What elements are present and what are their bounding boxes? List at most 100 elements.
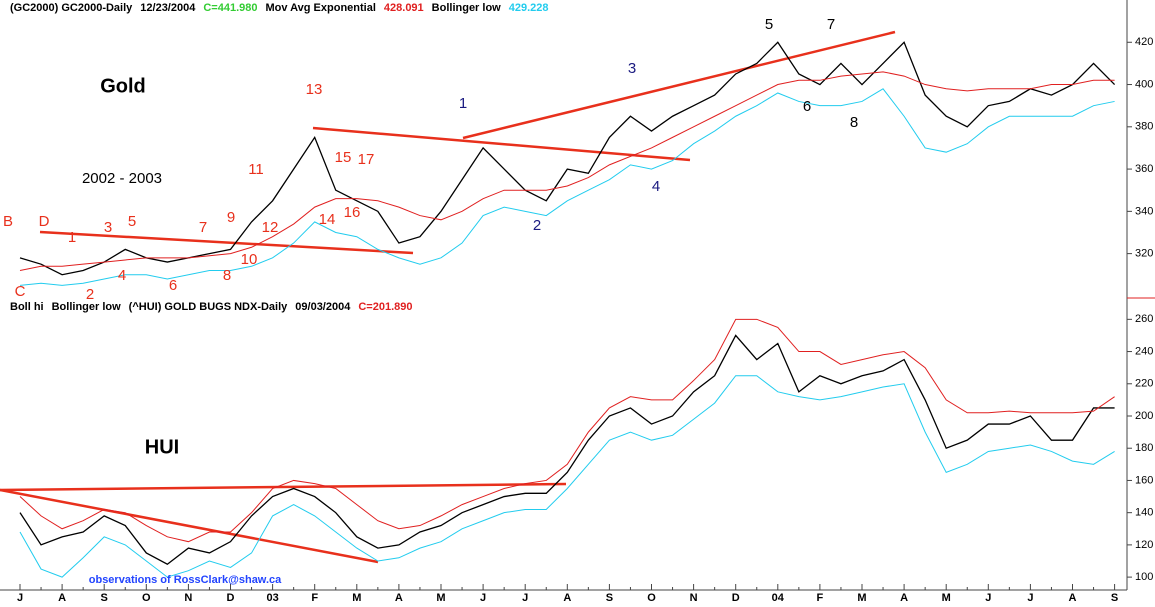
panel-header: Boll hi Bollinger low (^HUI) GOLD BUGS NDX…: [10, 301, 412, 313]
annotation: 8: [850, 114, 858, 131]
x-tick-label: J: [522, 592, 528, 604]
y-tick-label: 100: [1135, 571, 1153, 583]
trend-line: [0, 482, 567, 492]
annotation: 4: [118, 267, 126, 284]
annotation: 15: [335, 149, 352, 166]
annotation: 3: [628, 60, 636, 77]
y-tick-label: 340: [1135, 205, 1153, 217]
x-tick-label: 03: [266, 592, 278, 604]
annotation: 7: [827, 16, 835, 33]
annotation: 6: [169, 277, 177, 294]
header-item: Bollinger low: [52, 301, 122, 313]
y-tick-label: 400: [1135, 78, 1153, 90]
series-line: [19, 41, 1116, 276]
panel-header: (GC2000) GC2000-Daily 12/23/2004 C=441.980…: [10, 2, 549, 14]
y-tick-label: 320: [1135, 248, 1153, 260]
x-tick-label: M: [857, 592, 866, 604]
x-tick-label: M: [352, 592, 361, 604]
y-tick-label: 140: [1135, 507, 1153, 519]
annotation: 16: [344, 204, 361, 221]
annotation: 3: [104, 219, 112, 236]
x-tick-label: D: [732, 592, 740, 604]
x-tick-label: S: [101, 592, 108, 604]
x-tick-label: F: [311, 592, 318, 604]
y-tick-label: 360: [1135, 163, 1153, 175]
trend-lines: [0, 30, 896, 564]
x-tick-label: A: [1069, 592, 1077, 604]
annotation: 10: [241, 251, 258, 268]
annotation: 1: [68, 229, 76, 246]
trend-line: [39, 230, 414, 255]
x-tick-label: F: [817, 592, 824, 604]
header-item: 429.228: [509, 2, 549, 14]
x-tick-label: A: [563, 592, 571, 604]
y-tick-label: 420: [1135, 36, 1153, 48]
y-tick-label: 160: [1135, 474, 1153, 486]
y-tick-label: 180: [1135, 442, 1153, 454]
y-tick-label: 380: [1135, 121, 1153, 133]
x-tick-label: A: [395, 592, 403, 604]
series-line: [19, 318, 1115, 543]
annotation: 11: [248, 161, 264, 178]
y-tick-label: 240: [1135, 345, 1153, 357]
y-tick-label: 220: [1135, 378, 1153, 390]
header-item: Bollinger low: [432, 2, 502, 14]
annotation: D: [39, 213, 50, 230]
annotation: 17: [358, 151, 375, 168]
header-item: Mov Avg Exponential: [265, 2, 375, 14]
series-line: [19, 71, 1115, 272]
x-tick-label: O: [647, 592, 656, 604]
annotation: 2: [86, 286, 94, 303]
series-line: [19, 334, 1115, 565]
x-tick-label: A: [58, 592, 66, 604]
annotation: 14: [319, 211, 336, 228]
x-tick-label: N: [690, 592, 698, 604]
annotation: 13: [306, 81, 323, 98]
annotation: 6: [803, 98, 811, 115]
annotation: 1: [459, 95, 467, 112]
annotation: 5: [765, 16, 773, 33]
annotation: 2002 - 2003: [82, 170, 162, 187]
header-item: Boll hi: [10, 301, 44, 313]
header-item: (GC2000) GC2000-Daily: [10, 2, 133, 14]
header-item: 12/23/2004: [140, 2, 196, 14]
header-item: C=441.980: [203, 2, 257, 14]
annotation: 7: [199, 219, 207, 236]
annotation: 9: [227, 209, 235, 226]
x-tick-label: N: [184, 592, 192, 604]
y-tick-label: 200: [1135, 410, 1153, 422]
trend-line: [0, 488, 379, 564]
annotation: HUI: [145, 436, 179, 458]
x-tick-label: S: [1111, 592, 1118, 604]
x-tick-label: M: [942, 592, 951, 604]
series-line: [19, 88, 1115, 286]
x-tick-label: J: [1027, 592, 1033, 604]
header-item: 09/03/2004: [295, 301, 351, 313]
x-tick-label: S: [606, 592, 613, 604]
x-tick-label: J: [17, 592, 23, 604]
x-tick-label: A: [900, 592, 908, 604]
annotation: 12: [262, 219, 279, 236]
header-item: (^HUI) GOLD BUGS NDX-Daily: [129, 301, 288, 313]
annotation: 2: [533, 217, 541, 234]
annotation: 8: [223, 267, 231, 284]
annotation: B: [3, 213, 13, 230]
x-tick-label: O: [142, 592, 151, 604]
header-item: 428.091: [384, 2, 424, 14]
y-tick-label: 260: [1135, 313, 1153, 325]
annotation: 4: [652, 178, 660, 195]
header-item: C=201.890: [358, 301, 412, 313]
x-tick-label: J: [480, 592, 486, 604]
annotation: observations of RossClark@shaw.ca: [89, 574, 282, 586]
x-tick-label: M: [436, 592, 445, 604]
trend-line: [312, 126, 691, 162]
x-tick-label: 04: [772, 592, 785, 604]
annotation: Gold: [100, 75, 146, 97]
annotation: 5: [128, 213, 136, 230]
x-tick-label: J: [985, 592, 991, 604]
trend-line: [462, 30, 896, 140]
x-tick-label: D: [227, 592, 235, 604]
annotation: C: [15, 283, 26, 300]
